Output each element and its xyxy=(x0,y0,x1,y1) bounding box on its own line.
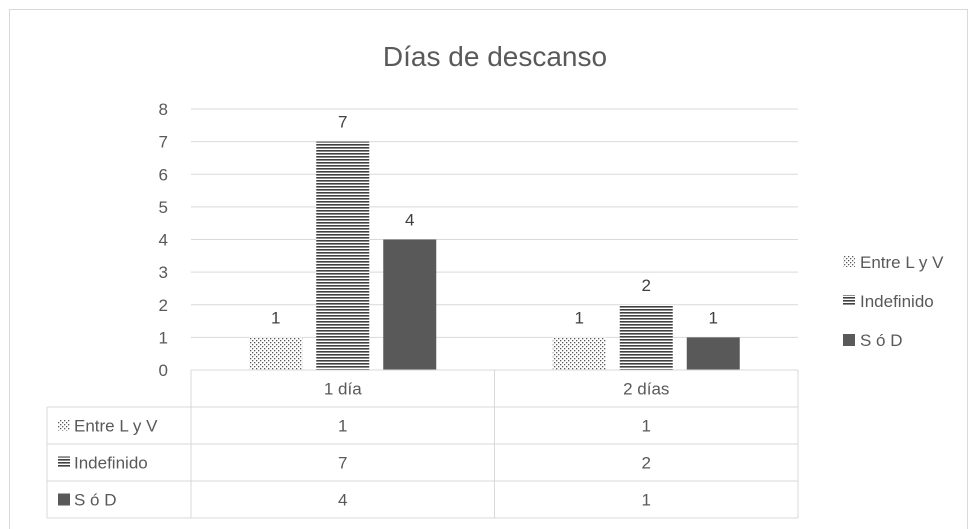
bar-data-label: 2 xyxy=(642,276,651,295)
bar-data-label: 1 xyxy=(575,308,584,327)
bar xyxy=(552,337,606,370)
bar-data-label: 1 xyxy=(709,308,718,327)
y-tick-label: 2 xyxy=(159,296,168,315)
y-tick-label: 3 xyxy=(159,263,168,282)
y-tick-label: 7 xyxy=(159,133,168,152)
bar xyxy=(686,337,740,370)
table-cell-value: 7 xyxy=(338,454,347,473)
table-cell-value: 1 xyxy=(642,417,651,436)
table-series-name: Indefinido xyxy=(74,454,148,473)
x-category-label: 2 días xyxy=(623,380,669,399)
table-cell-value: 1 xyxy=(338,417,347,436)
table-legend-key xyxy=(58,419,70,431)
table-cell-value: 4 xyxy=(338,491,347,510)
legend-key xyxy=(843,334,855,346)
bar xyxy=(316,141,370,370)
bar xyxy=(619,304,673,370)
bar-data-label: 4 xyxy=(405,211,414,230)
y-tick-label: 0 xyxy=(159,361,168,380)
table-series-name: Entre L y V xyxy=(74,417,158,436)
y-tick-label: 1 xyxy=(159,328,168,347)
legend-key xyxy=(843,295,855,306)
y-tick-label: 4 xyxy=(159,231,168,250)
bar-data-label: 1 xyxy=(271,308,280,327)
legend-label: Entre L y V xyxy=(860,253,944,272)
table-cell-value: 1 xyxy=(642,491,651,510)
y-tick-label: 6 xyxy=(159,165,168,184)
bar xyxy=(249,337,303,370)
bar-data-label: 7 xyxy=(338,113,347,132)
y-tick-label: 8 xyxy=(159,100,168,119)
table-cell-value: 2 xyxy=(642,454,651,473)
x-category-label: 1 día xyxy=(324,380,362,399)
chart-frame xyxy=(9,9,968,529)
bar xyxy=(383,239,437,370)
y-tick-label: 5 xyxy=(159,198,168,217)
table-series-name: S ó D xyxy=(74,491,117,510)
table-legend-key xyxy=(58,456,70,468)
legend-key xyxy=(843,256,855,267)
legend-label: Indefinido xyxy=(860,292,934,311)
chart-title: Días de descanso xyxy=(383,41,607,72)
table-legend-key xyxy=(58,493,70,506)
legend-label: S ó D xyxy=(860,331,903,350)
